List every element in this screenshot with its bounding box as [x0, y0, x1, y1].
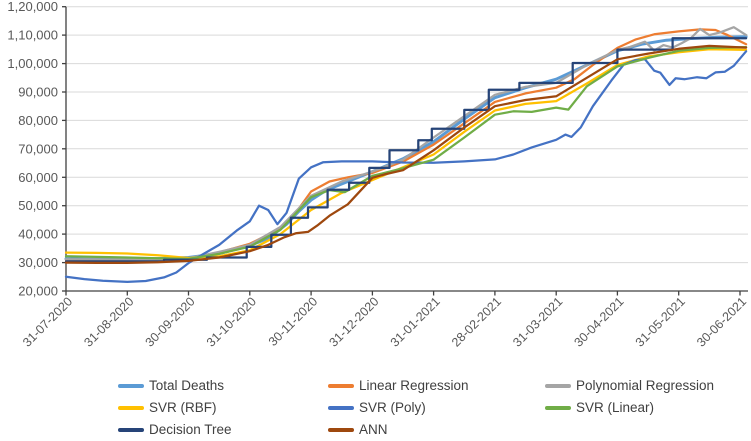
y-axis-label: 40,000 — [18, 227, 58, 242]
legend-label: Linear Regression — [359, 378, 469, 393]
legend-swatch-svr-rbf — [118, 405, 144, 410]
x-axis-label: 31-03-2021 — [510, 294, 565, 349]
legend-label: SVR (RBF) — [149, 400, 217, 415]
series-line-total-deaths — [64, 35, 748, 261]
y-axis-label: 90,000 — [18, 85, 58, 100]
x-axis-label: 31-10-2020 — [204, 294, 259, 349]
series-line-decision-tree — [64, 37, 748, 263]
legend-item-svr-linear: SVR (Linear) — [545, 400, 714, 415]
x-axis-label: 31-12-2020 — [326, 294, 381, 349]
legend-swatch-polynomial-regression — [545, 383, 571, 388]
series-line-polynomial-regression — [64, 26, 748, 261]
series-line-svr-rbf — [64, 48, 748, 260]
legend-swatch-total-deaths — [118, 383, 144, 388]
y-axis-label: 50,000 — [18, 198, 58, 213]
legend-label: Polynomial Regression — [576, 378, 715, 393]
legend-item-decision-tree: Decision Tree — [118, 422, 328, 437]
x-axis-label: 30-09-2020 — [143, 294, 198, 349]
y-axis-label: 1,00,000 — [7, 56, 58, 71]
legend-item-ann: ANN — [328, 422, 545, 437]
x-axis-label: 31-01-2021 — [388, 294, 443, 349]
chart-legend: Total Deaths Linear Regression Polynomial … — [118, 378, 714, 437]
x-axis-label: 31-05-2021 — [633, 294, 688, 349]
y-axis-label: 80,000 — [18, 113, 58, 128]
legend-item-total-deaths: Total Deaths — [118, 378, 328, 393]
x-axis-label: 31-08-2020 — [81, 294, 136, 349]
x-axis-label: 30-11-2020 — [266, 294, 320, 348]
legend-swatch-decision-tree — [118, 427, 144, 432]
x-axis-label: 30-04-2021 — [571, 294, 626, 349]
series-line-svr-linear — [64, 45, 748, 261]
legend-item-polynomial-regression: Polynomial Regression — [545, 378, 714, 393]
legend-label: SVR (Poly) — [359, 400, 426, 415]
legend-swatch-svr-linear — [545, 405, 571, 410]
y-axis-label: 1,10,000 — [7, 28, 58, 43]
legend-label: SVR (Linear) — [576, 400, 655, 415]
legend-label: ANN — [359, 422, 388, 437]
y-axis-label: 70,000 — [18, 141, 58, 156]
x-axis-label: 28-02-2021 — [449, 294, 504, 349]
y-axis-label: 1,20,000 — [7, 0, 58, 14]
y-axis-label: 20,000 — [18, 284, 58, 299]
legend-swatch-svr-poly — [328, 405, 354, 410]
x-axis-label: 30-06-2021 — [694, 294, 749, 349]
legend-item-linear-regression: Linear Regression — [328, 378, 545, 393]
y-axis-label: 60,000 — [18, 170, 58, 185]
legend-swatch-ann — [328, 427, 354, 432]
legend-label: Decision Tree — [149, 422, 232, 437]
legend-item-svr-poly: SVR (Poly) — [328, 400, 545, 415]
x-axis-label: 31-07-2020 — [20, 294, 75, 349]
legend-item-svr-rbf: SVR (RBF) — [118, 400, 328, 415]
legend-swatch-linear-regression — [328, 383, 354, 388]
legend-label: Total Deaths — [149, 378, 225, 393]
series-line-ann — [64, 44, 748, 265]
y-axis-label: 30,000 — [18, 255, 58, 270]
